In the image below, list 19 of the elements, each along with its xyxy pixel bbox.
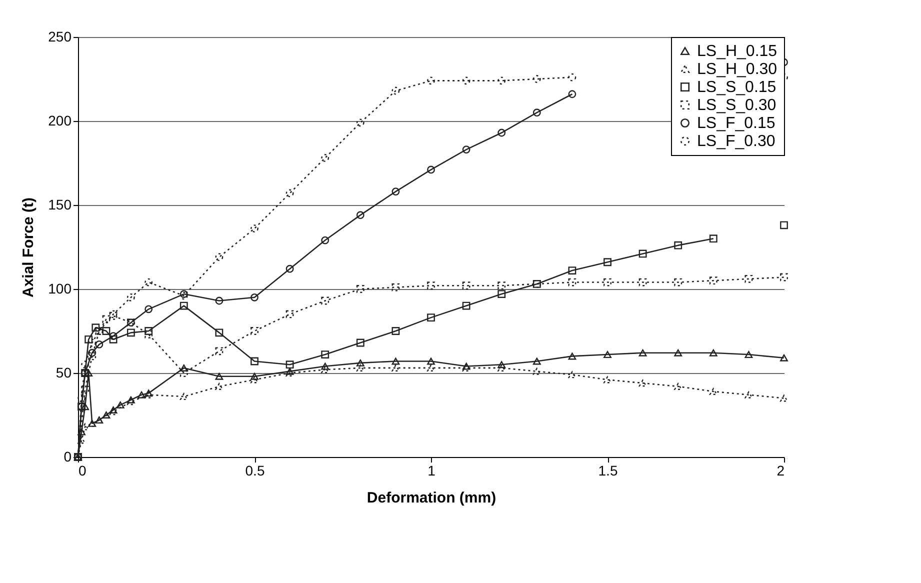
y-tick-label: 50 — [56, 364, 72, 380]
legend-label: LS_H_0.30 — [697, 61, 778, 78]
y-axis-title: Axial Force (t) — [20, 197, 38, 298]
legend-label: LS_F_0.15 — [697, 115, 776, 132]
x-tick-label: 0.5 — [245, 462, 265, 478]
legend-label: LS_F_0.30 — [697, 133, 776, 150]
legend-label: LS_H_0.15 — [697, 43, 778, 60]
legend-label: LS_S_0.15 — [697, 79, 776, 96]
y-tick-label: 200 — [48, 112, 72, 128]
y-tick-label: 150 — [48, 196, 72, 212]
x-axis-title: Deformation (mm) — [366, 490, 496, 506]
x-tick-label: 1.5 — [598, 462, 618, 478]
x-tick-label: 2 — [776, 462, 785, 478]
y-tick-label: 0 — [64, 448, 72, 464]
x-tick-label: 1 — [428, 462, 436, 478]
x-tick-label: 0 — [78, 462, 86, 478]
y-tick-label: 100 — [48, 280, 72, 296]
legend-label: LS_S_0.30 — [697, 97, 776, 114]
y-tick-label: 250 — [48, 28, 72, 44]
